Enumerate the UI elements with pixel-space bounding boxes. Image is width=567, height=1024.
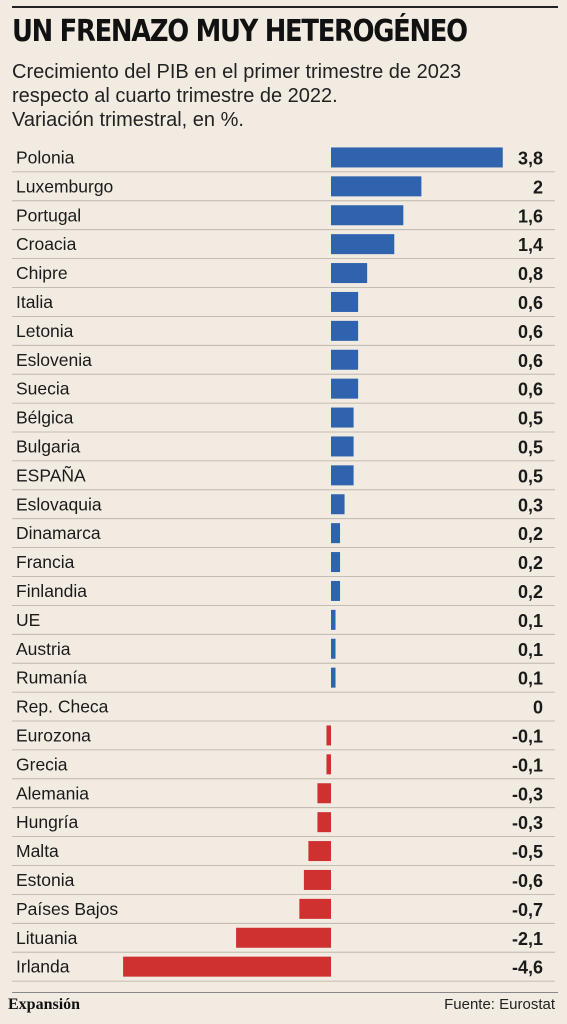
- category-label: Bulgaria: [16, 436, 80, 456]
- bar-chart: Polonia 3,8 Luxemburgo 2 Portugal 1,6 Croacia 1…: [12, 147, 555, 982]
- value-label: 0,1: [518, 669, 543, 689]
- category-label: Austria: [16, 639, 71, 659]
- value-label: 0,6: [518, 322, 543, 342]
- bar: [308, 841, 331, 862]
- category-label: Bélgica: [16, 408, 74, 428]
- bar: [317, 812, 331, 833]
- bar: [299, 898, 331, 919]
- category-label: Chipre: [16, 263, 68, 283]
- bar: [331, 552, 341, 573]
- top-rule: [12, 6, 558, 8]
- value-label: -2,1: [512, 929, 543, 949]
- bar: [326, 754, 331, 775]
- bottom-rule: [12, 992, 558, 993]
- subtitle-line-1: Crecimiento del PIB en el primer trimest…: [12, 61, 462, 83]
- bar: [331, 465, 354, 486]
- value-label: 0,6: [518, 351, 543, 371]
- category-label: Rumanía: [16, 668, 87, 688]
- bar: [326, 725, 331, 746]
- category-label: ESPAÑA: [16, 464, 86, 485]
- value-label: -0,5: [512, 842, 543, 862]
- bar: [331, 378, 359, 399]
- category-label: Irlanda: [16, 957, 70, 977]
- bar: [236, 927, 331, 948]
- category-label: Malta: [16, 841, 59, 861]
- chart-title: UN FRENAZO MUY HETEROGÉNEO: [12, 14, 468, 49]
- source-note: Fuente: Eurostat: [444, 996, 555, 1013]
- bar: [331, 436, 354, 457]
- bar: [331, 263, 368, 284]
- bar: [331, 349, 359, 370]
- value-label: -0,3: [512, 784, 543, 804]
- category-label: Italia: [16, 292, 53, 312]
- bar: [331, 205, 404, 226]
- value-label: 3,8: [518, 148, 543, 168]
- bar: [331, 234, 395, 255]
- value-label: 0,5: [518, 437, 543, 457]
- bar: [331, 580, 341, 601]
- value-label: 0,2: [518, 582, 543, 602]
- category-label: Dinamarca: [16, 523, 101, 543]
- category-label: Eurozona: [16, 725, 91, 745]
- value-label: 0,8: [518, 264, 543, 284]
- category-label: Eslovaquia: [16, 494, 102, 514]
- value-label: 0,1: [518, 640, 543, 660]
- value-label: 2: [533, 177, 543, 197]
- subtitle-line-3: Variación trimestral, en %.: [12, 109, 244, 131]
- chart-subtitle: Crecimiento del PIB en el primer trimest…: [12, 60, 558, 132]
- value-label: -0,7: [512, 900, 543, 920]
- value-label: -4,6: [512, 958, 543, 978]
- value-label: 0,5: [518, 409, 543, 429]
- category-label: Luxemburgo: [16, 176, 113, 196]
- value-label: 0,1: [518, 611, 543, 631]
- value-label: -0,3: [512, 813, 543, 833]
- value-label: -0,6: [512, 871, 543, 891]
- value-label: 0,2: [518, 524, 543, 544]
- category-label: Alemania: [16, 783, 89, 803]
- bar: [331, 638, 336, 659]
- bar: [331, 291, 359, 312]
- category-label: Croacia: [16, 234, 77, 254]
- value-label: 0,6: [518, 293, 543, 313]
- value-label: -0,1: [512, 726, 543, 746]
- value-label: 1,4: [518, 235, 543, 255]
- bar: [331, 667, 336, 688]
- category-label: Hungría: [16, 812, 79, 832]
- category-label: Lituania: [16, 928, 78, 948]
- value-label: 0: [533, 698, 543, 718]
- category-label: Portugal: [16, 205, 81, 225]
- value-label: 0,6: [518, 380, 543, 400]
- bar: [317, 783, 331, 804]
- value-label: 0,5: [518, 466, 543, 486]
- category-label: Países Bajos: [16, 899, 118, 919]
- bar: [331, 176, 422, 197]
- value-label: 0,2: [518, 553, 543, 573]
- bar: [331, 609, 336, 630]
- category-label: Francia: [16, 552, 75, 572]
- value-label: -0,1: [512, 755, 543, 775]
- subtitle-line-2: respecto al cuarto trimestre de 2022.: [12, 85, 338, 107]
- value-label: 0,3: [518, 495, 543, 515]
- category-label: Estonia: [16, 870, 75, 890]
- category-label: Polonia: [16, 147, 75, 167]
- category-label: Finlandia: [16, 581, 87, 601]
- category-label: Rep. Checa: [16, 697, 109, 717]
- category-label: Suecia: [16, 379, 70, 399]
- bar: [123, 956, 331, 977]
- brand-logo: Expansión: [8, 996, 81, 1013]
- category-label: Eslovenia: [16, 350, 92, 370]
- category-label: Letonia: [16, 321, 74, 341]
- bar: [331, 523, 341, 544]
- bar: [303, 869, 331, 890]
- category-label: UE: [16, 610, 40, 630]
- bar: [331, 147, 503, 168]
- category-label: Grecia: [16, 754, 68, 774]
- bar: [331, 494, 345, 515]
- bar: [331, 407, 354, 428]
- bar: [331, 320, 359, 341]
- value-label: 1,6: [518, 206, 543, 226]
